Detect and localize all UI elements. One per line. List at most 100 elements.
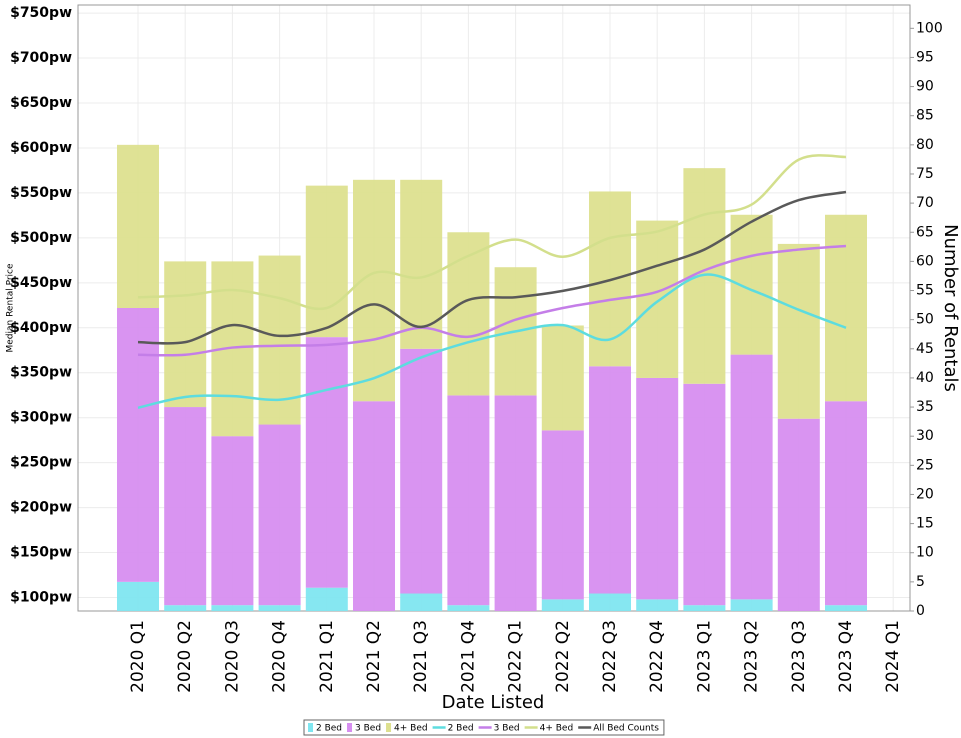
y2-tick-label: 25 (916, 457, 934, 473)
legend-label: All Bed Counts (593, 724, 659, 734)
y2-tick-label: 95 (916, 49, 934, 65)
x-tick-label: 2020 Q4 (270, 620, 290, 693)
legend-label: 3 Bed (494, 724, 520, 734)
bar-segment (589, 593, 631, 611)
bar-segment (730, 599, 773, 611)
legend-swatch (347, 723, 353, 732)
bar-segment (683, 605, 726, 611)
legend-label: 4+ Bed (540, 724, 574, 734)
bar-segment (777, 243, 820, 419)
x-axis-title: Date Listed (442, 692, 545, 713)
y-tick-label: $150pw (10, 545, 72, 561)
y2-tick-label: 75 (916, 166, 934, 182)
y-tick-label: $300pw (10, 410, 72, 426)
y2-tick-label: 35 (916, 399, 934, 415)
y2-tick-label: 40 (916, 370, 934, 386)
y-axis-title: Median Rental Price (6, 263, 16, 353)
bar-segment (258, 424, 301, 606)
line (137, 244, 847, 357)
bar-segment (541, 430, 584, 600)
bar-segment (353, 179, 395, 402)
y2-tick-label: 50 (916, 312, 934, 328)
x-tick-label: 2023 Q2 (742, 620, 762, 693)
bar-segment (400, 348, 443, 594)
y2-tick-label: 45 (916, 341, 934, 357)
bar-segment (730, 354, 773, 600)
plot-frame (77, 4, 911, 612)
x-tick-label: 2022 Q4 (647, 620, 667, 693)
y2-tick-label: 70 (916, 195, 934, 211)
bar-segment (258, 605, 301, 611)
bar-segment (589, 366, 631, 594)
bar-segment (541, 325, 584, 431)
x-tick-label: 2023 Q4 (836, 620, 856, 693)
bar-segment (305, 587, 348, 611)
bar-segment (777, 418, 820, 611)
y2-tick-label: 0 (916, 603, 925, 619)
y2-tick-label: 65 (916, 224, 934, 240)
x-tick-label: 2022 Q2 (553, 620, 573, 693)
y2-tick-label: 60 (916, 253, 934, 269)
bar-segment (117, 144, 159, 308)
y-tick-label: $400pw (10, 320, 72, 336)
legend-label: 3 Bed (355, 724, 381, 734)
y2-tick-label: 10 (916, 545, 934, 561)
bar-segment (541, 599, 584, 611)
bar-segment (447, 395, 490, 606)
line (137, 273, 847, 410)
bar-segment (825, 214, 867, 402)
y-tick-label: $450pw (10, 275, 72, 291)
bar-segment (825, 401, 867, 606)
y2-tick-label: 20 (916, 486, 934, 502)
bar-segment (400, 593, 443, 611)
legend-swatch (308, 723, 313, 732)
line (137, 154, 847, 311)
y-tick-label: $500pw (10, 230, 72, 246)
bar-segment (211, 605, 254, 611)
bar-segment (447, 232, 490, 396)
bar-segment (164, 261, 207, 408)
bar-segment (305, 337, 348, 588)
y2-tick-label: 80 (916, 137, 934, 153)
x-tick-label: 2021 Q3 (411, 620, 431, 693)
bar-segment (305, 185, 348, 338)
y-tick-label: $100pw (10, 590, 72, 606)
y2-tick-label: 100 (916, 20, 943, 36)
y2-tick-label: 30 (916, 428, 934, 444)
y2-axis-title: Number of Rentals (940, 224, 961, 392)
legend-swatch (386, 723, 392, 732)
x-tick-label: 2022 Q3 (600, 620, 620, 693)
legend: 2 Bed 3 Bed 4+ Bed 2 Bed 3 Bed 4+ Bed All Bed … (303, 719, 665, 736)
bar-segment (636, 377, 679, 600)
x-tick-label: 2024 Q1 (883, 620, 903, 693)
y-tick-label: $750pw (10, 5, 72, 21)
bar-segment (258, 255, 301, 425)
bar-segment (117, 308, 159, 582)
x-tick-label: 2022 Q1 (506, 620, 526, 693)
y-tick-label: $600pw (10, 140, 72, 156)
y2-tick-label: 85 (916, 108, 934, 124)
bar-segment (164, 605, 207, 611)
bar-segment (164, 407, 207, 606)
line (137, 190, 847, 345)
bar-segment (636, 599, 679, 611)
y-tick-label: $650pw (10, 95, 72, 111)
y-tick-label: $250pw (10, 455, 72, 471)
y2-tick-label: 5 (916, 574, 925, 590)
x-tick-label: 2021 Q4 (458, 620, 478, 693)
x-tick-label: 2023 Q3 (789, 620, 809, 693)
x-tick-label: 2020 Q2 (175, 620, 195, 693)
bar-segment (825, 605, 867, 611)
bar-segment (636, 220, 679, 378)
bar-segment (117, 581, 159, 611)
y2-tick-label: 15 (916, 516, 934, 532)
legend-label: 2 Bed (316, 724, 342, 734)
y-tick-label: $350pw (10, 365, 72, 381)
x-tick-label: 2023 Q1 (694, 620, 714, 693)
y-tick-label: $550pw (10, 185, 72, 201)
x-tick-label: 2020 Q3 (222, 620, 242, 693)
y2-tick-label: 90 (916, 79, 934, 95)
x-tick-label: 2020 Q1 (128, 620, 148, 693)
x-tick-label: 2021 Q2 (364, 620, 384, 693)
